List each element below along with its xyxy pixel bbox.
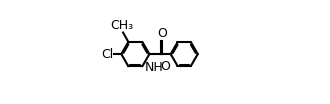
Text: O: O: [161, 60, 171, 73]
Text: CH₃: CH₃: [111, 19, 134, 32]
Text: NH: NH: [145, 61, 163, 74]
Text: O: O: [157, 27, 167, 40]
Text: Cl: Cl: [101, 48, 114, 61]
